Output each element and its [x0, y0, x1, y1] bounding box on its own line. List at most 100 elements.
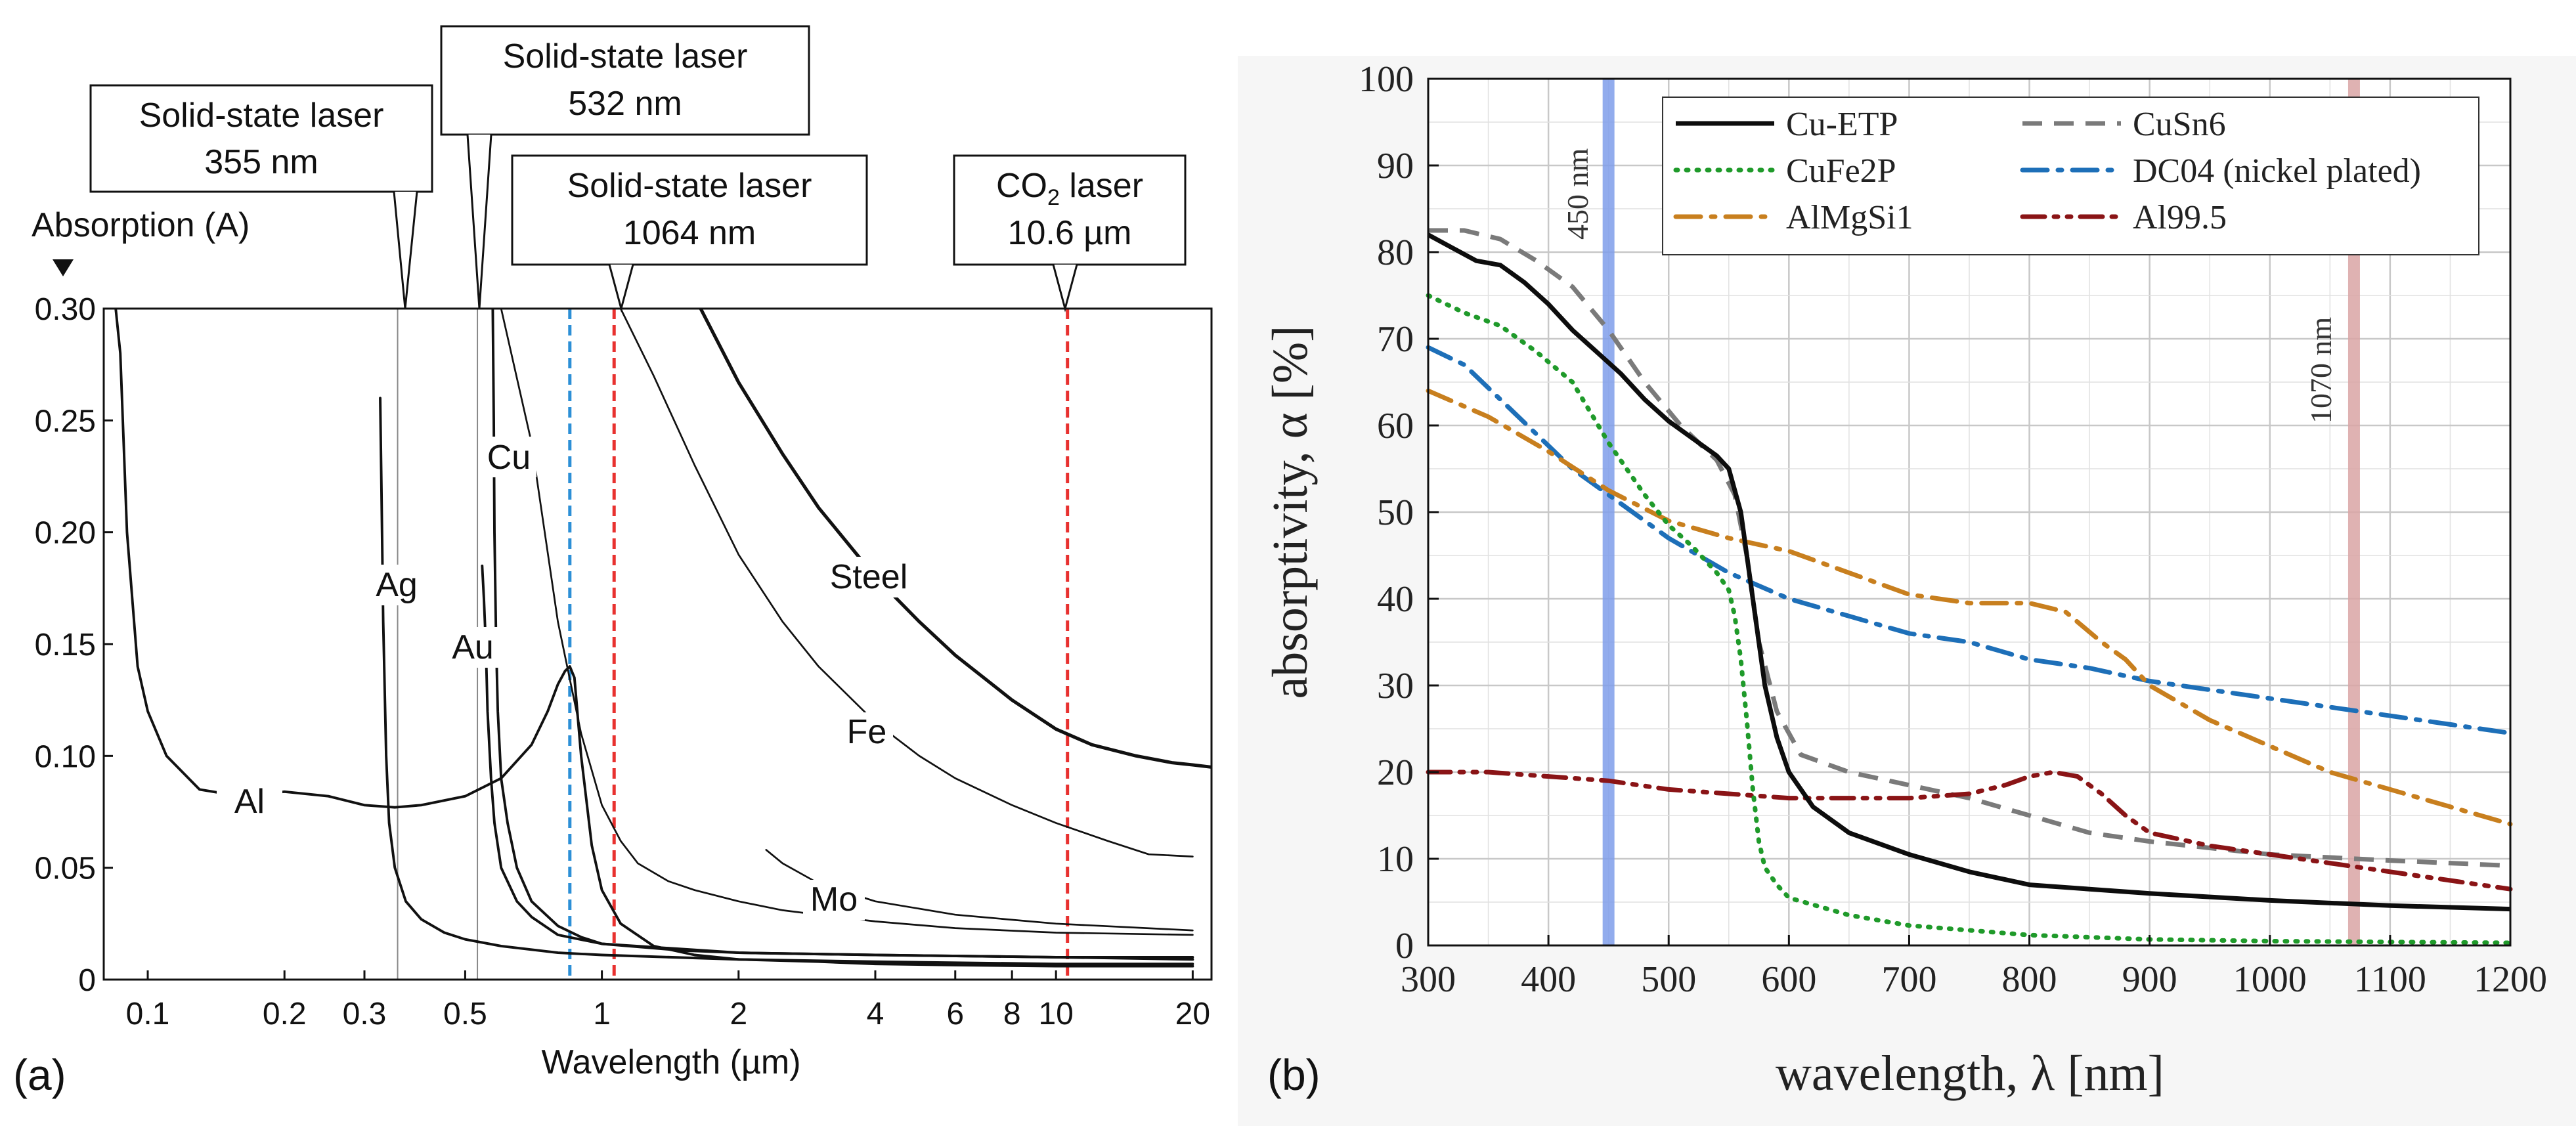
a-ytick-label: 0.10: [35, 739, 96, 774]
a-label-bg: [816, 557, 921, 597]
b-xtick-label: 1100: [2354, 959, 2426, 1000]
a-xtick-label: 10: [1038, 997, 1073, 1031]
a-xtick-label: 1: [593, 997, 611, 1031]
panel-b-label: (b): [1267, 1050, 1321, 1099]
b-legend-label-cusn6: CuSn6: [2133, 106, 2226, 143]
a-series-cu-2: [491, 309, 1194, 959]
b-ytick-label: 80: [1377, 232, 1414, 273]
b-series-almgsi1: [1426, 388, 2513, 827]
a-label-bg: [217, 781, 282, 822]
b-xtick-label: 300: [1401, 959, 1456, 1000]
b-xtick-label: 1000: [2233, 959, 2307, 1000]
b-xtick-label: 700: [1881, 959, 1936, 1000]
a-x-axis-label: Wavelength (µm): [541, 1043, 800, 1081]
a-series-mo-5: [765, 849, 1194, 932]
b-ytick-label: 90: [1377, 146, 1414, 186]
a-curve-label-steel: Steel: [830, 558, 908, 596]
b-x-axis-label: wavelength, λ [nm]: [1776, 1046, 2164, 1101]
b-x-ticks: 300 400 500 600 700 800 900 1000 1100 1200: [1401, 935, 2547, 1000]
b-ytick-label: 50: [1377, 492, 1414, 533]
a-y-axis-label: Absorption (A): [32, 206, 250, 244]
panel-a-label: (a): [13, 1050, 66, 1099]
panel-b-chart: 300 400 500 600 700 800 900 1000 1100 1200 0 10 20 3…: [1238, 56, 2576, 1126]
a-label-bg: [839, 712, 893, 753]
b-ytick-label: 10: [1377, 839, 1414, 880]
b-curves: [1426, 228, 2513, 945]
a-xtick-label: 0.3: [343, 997, 387, 1031]
a-ytick-label: 0.20: [35, 516, 96, 551]
a-ytick-label: 0.30: [35, 292, 96, 327]
b-band-label-450: 450 nm: [1561, 148, 1594, 240]
a-plot-frame: [102, 307, 1213, 981]
b-ytick-label: 0: [1395, 926, 1414, 966]
callout-532-line1: Solid-state laser: [503, 37, 748, 76]
b-legend: Cu-ETP CuSn6 CuFe2P DC04 (nickel plated) AlM…: [1662, 97, 2479, 255]
callout-1064-line1: Solid-state laser: [567, 167, 812, 205]
callout-co2-line2: 10.6 µm: [1008, 214, 1132, 252]
b-xtick-label: 400: [1521, 959, 1576, 1000]
b-y-ticks: 0 10 20 30 40 50 60 70 80 90 100: [1359, 59, 1439, 966]
b-legend-label-cu-etp: Cu-ETP: [1786, 106, 1898, 143]
b-series-cufe2p: [1426, 293, 2513, 945]
a-curve-label-al: Al: [234, 783, 265, 821]
a-label-bg: [481, 437, 536, 477]
a-curve-label-cu: Cu: [487, 439, 531, 477]
b-xtick-label: 900: [2122, 959, 2177, 1000]
a-curve-label-fe: Fe: [847, 713, 887, 751]
panel-a-chart: 0.1 0.2 0.3 0.5 1 2 4 6 8 10 20 00.050.100.150.200…: [13, 25, 1213, 1099]
a-xtick-label: 6: [946, 997, 964, 1031]
b-legend-label-al99-5: Al99.5: [2133, 199, 2227, 236]
a-curve-label-au: Au: [452, 628, 494, 666]
a-curve-label-mo: Mo: [810, 880, 858, 919]
a-y-axis-arrow-icon: [53, 259, 74, 276]
a-ytick-label: 0.05: [35, 852, 96, 886]
callout-1064nm: Solid-state laser 1064 nm: [511, 154, 868, 313]
a-label-bg: [803, 880, 865, 920]
a-curve-label-ag: Ag: [376, 566, 418, 604]
a-series-al-0: [114, 309, 1194, 968]
b-legend-label-dc04-nickel-plated: DC04 (nickel plated): [2133, 152, 2421, 190]
b-band-1070-nm: [2347, 79, 2360, 945]
a-x-ticks: 0.1 0.2 0.3 0.5 1 2 4 6 8 10 20: [126, 970, 1210, 1031]
a-series-steel-7: [699, 309, 1212, 769]
a-ytick-label: 0: [78, 963, 96, 998]
callout-532nm: Solid-state laser 532 nm: [440, 25, 810, 309]
b-xtick-label: 800: [2002, 959, 2057, 1000]
a-series-fe-6: [619, 309, 1194, 857]
b-ytick-label: 20: [1377, 752, 1414, 793]
a-xtick-label: 0.2: [263, 997, 307, 1031]
callout-532-line2: 532 nm: [568, 85, 682, 123]
a-xtick-label: 0.5: [443, 997, 487, 1031]
b-xtick-label: 600: [1761, 959, 1816, 1000]
b-xtick-label: 1200: [2474, 959, 2547, 1000]
a-label-bg: [371, 565, 422, 605]
a-xtick-label: 8: [1003, 997, 1021, 1031]
a-y-ticks: 0 0.05 0.10 0.15 0.20 0.25 0.30: [35, 292, 113, 998]
b-band-450-nm: [1602, 79, 1615, 945]
b-ytick-label: 60: [1377, 406, 1414, 446]
a-xtick-label: 20: [1175, 997, 1210, 1031]
callout-co2: CO2 laser 10.6 µm: [953, 154, 1187, 313]
a-ytick-label: 0.15: [35, 628, 96, 662]
b-series-dc04-nickel-plated: [1426, 345, 2513, 736]
callout-355nm: Solid-state laser 355 nm: [89, 84, 433, 309]
a-label-bg: [447, 627, 499, 668]
callout-355-line1: Solid-state laser: [139, 97, 384, 135]
a-xtick-label: 4: [867, 997, 884, 1031]
b-ytick-label: 40: [1377, 579, 1414, 620]
b-bands: [1602, 79, 2360, 945]
a-series-ag-1: [379, 397, 1194, 966]
b-ytick-label: 100: [1359, 59, 1414, 100]
callout-1064-line2: 1064 nm: [623, 214, 756, 252]
b-band-label-1070: 1070 nm: [2304, 317, 2338, 424]
b-ytick-label: 70: [1377, 319, 1414, 360]
b-ytick-label: 30: [1377, 666, 1414, 706]
b-legend-label-cufe2p: CuFe2P: [1786, 152, 1896, 190]
a-laser-lines: [397, 309, 1070, 980]
b-series-cu-etp: [1427, 232, 2511, 912]
b-xtick-label: 500: [1641, 959, 1696, 1000]
a-xtick-label: 2: [730, 997, 747, 1031]
a-series-mo-4: [500, 309, 1194, 936]
b-series-al99-5: [1426, 769, 2513, 892]
